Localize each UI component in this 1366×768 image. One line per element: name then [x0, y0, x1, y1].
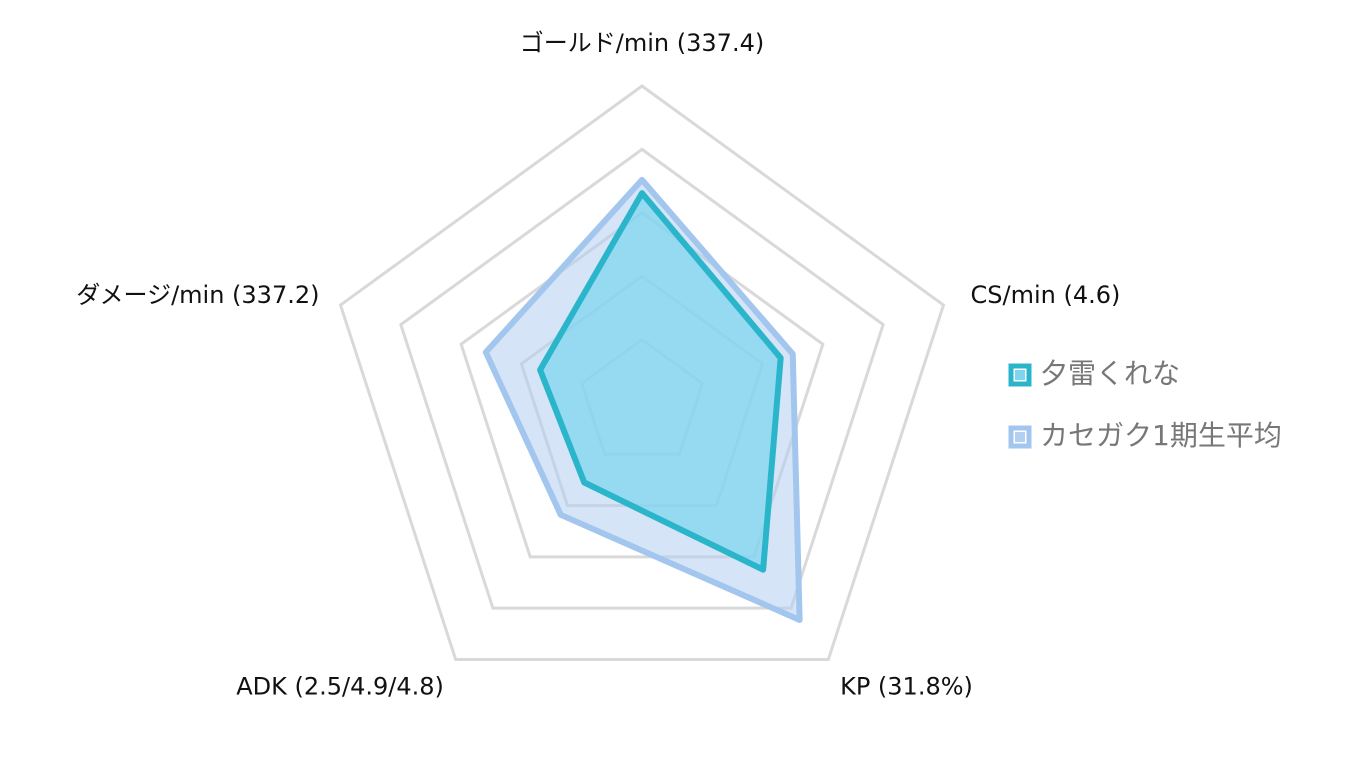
- grid-ring: [338, 84, 946, 661]
- axis-label: ダメージ/min (337.2): [76, 281, 319, 309]
- series-area: [537, 190, 784, 573]
- axis-label: ADK (2.5/4.9/4.8): [236, 673, 444, 701]
- legend-swatch-fill: [1015, 432, 1025, 442]
- legend-swatch-fill: [1015, 370, 1025, 380]
- grid-ring: [399, 147, 885, 610]
- legend-label: 夕雷くれな: [1040, 357, 1180, 390]
- axis-label: CS/min (4.6): [971, 281, 1121, 309]
- grid-ring: [459, 210, 825, 559]
- axis-label: KP (31.8%): [840, 673, 973, 701]
- axis-label: ゴールド/min (337.4): [520, 29, 764, 57]
- legend-label: カセガク1期生平均: [1040, 419, 1282, 452]
